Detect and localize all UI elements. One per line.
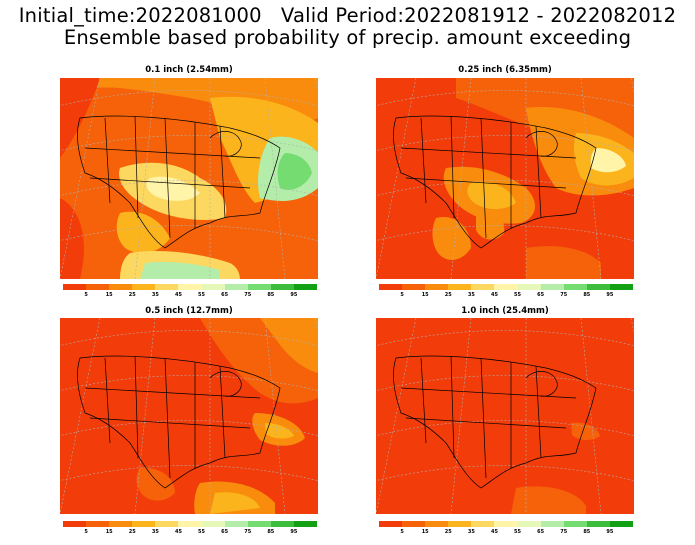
colorbar-segment (201, 284, 226, 290)
colorbar-segment (178, 521, 203, 527)
colorbar-tick-label: 45 (490, 529, 498, 535)
probability-map-3 (60, 318, 318, 514)
colorbar-segment (586, 284, 611, 290)
colorbar-tick-label: 65 (537, 292, 545, 298)
colorbar-segment (540, 521, 565, 527)
colorbar-tick-label: 75 (244, 292, 252, 298)
probability-map-2 (376, 78, 634, 279)
probability-map-4 (376, 318, 634, 514)
colorbar-tick-label: 85 (267, 529, 275, 535)
colorbar-tick-label: 55 (198, 292, 206, 298)
colorbar-tick-label: 65 (221, 529, 229, 535)
colorbar-segment (224, 284, 249, 290)
colorbar-segment (293, 284, 318, 290)
colorbar-tick-label: 15 (421, 529, 429, 535)
colorbar-4: 5 15 25 35 45 55 65 75 85 95 (379, 521, 634, 535)
time-info: Initial_time:2022081000 Valid Period:202… (18, 4, 677, 27)
colorbar-segment (247, 521, 272, 527)
colorbar-segment (563, 284, 588, 290)
colorbar-tick-label: 25 (444, 529, 452, 535)
panel-title-1: 0.1 inch (2.54mm) (145, 65, 233, 75)
colorbar-segment (471, 521, 495, 527)
colorbar-segment (448, 521, 472, 527)
colorbar-tick-label: 85 (267, 292, 275, 298)
colorbar-segment (270, 284, 295, 290)
colorbar-tick-label: 5 (400, 529, 404, 535)
colorbar-tick-label: 15 (105, 292, 113, 298)
colorbar-segment (109, 521, 133, 527)
colorbar-tick-label: 75 (560, 292, 568, 298)
colorbar-segment (517, 521, 542, 527)
colorbar-tick-label: 85 (583, 529, 591, 535)
colorbar-tick-label: 85 (583, 292, 591, 298)
colorbar-segment (609, 284, 634, 290)
colorbar-tick-label: 55 (514, 292, 522, 298)
colorbar-tick-label: 35 (151, 292, 159, 298)
colorbar-tick-label: 95 (606, 292, 614, 298)
colorbar-segment (155, 521, 179, 527)
colorbar-segment (540, 284, 565, 290)
colorbar-segment (586, 521, 611, 527)
colorbar-tick-label: 35 (467, 529, 475, 535)
colorbar-segment (293, 521, 318, 527)
panel-title-3: 0.5 inch (12.7mm) (145, 306, 233, 316)
colorbar-segment (201, 521, 226, 527)
colorbar-segment (109, 284, 133, 290)
figure-subtitle: Ensemble based probability of precip. am… (63, 26, 632, 49)
colorbar-tick-label: 5 (84, 292, 88, 298)
colorbar-tick-label: 55 (198, 529, 206, 535)
colorbar-2: 5 15 25 35 45 55 65 75 85 95 (379, 284, 634, 298)
colorbar-tick-label: 35 (151, 529, 159, 535)
colorbar-tick-label: 65 (221, 292, 229, 298)
colorbar-tick-label: 65 (537, 529, 545, 535)
colorbar-segment (270, 521, 295, 527)
colorbar-segment (494, 284, 519, 290)
colorbar-tick-label: 45 (490, 292, 498, 298)
colorbar-segment (63, 521, 87, 527)
colorbar-segment (155, 284, 179, 290)
colorbar-segment (609, 521, 634, 527)
colorbar-tick-label: 45 (174, 292, 182, 298)
colorbar-segment (178, 284, 203, 290)
colorbar-segment (86, 521, 110, 527)
colorbar-segment (402, 284, 426, 290)
colorbar-segment (132, 284, 156, 290)
colorbar-1: 5 15 25 35 45 55 65 75 85 95 (63, 284, 318, 298)
colorbar-tick-label: 15 (105, 529, 113, 535)
colorbar-tick-label: 95 (290, 292, 298, 298)
colorbar-tick-label: 25 (444, 292, 452, 298)
colorbar-segment (379, 521, 403, 527)
colorbar-tick-label: 55 (514, 529, 522, 535)
colorbar-tick-label: 45 (174, 529, 182, 535)
colorbar-tick-label: 5 (400, 292, 404, 298)
colorbar-segment (224, 521, 249, 527)
colorbar-segment (425, 284, 449, 290)
colorbar-tick-label: 95 (606, 529, 614, 535)
colorbar-tick-label: 25 (128, 529, 136, 535)
colorbar-segment (402, 521, 426, 527)
colorbar-tick-label: 25 (128, 292, 136, 298)
panel-title-4: 1.0 inch (25.4mm) (461, 306, 549, 316)
colorbar-segment (63, 284, 87, 290)
colorbar-segment (494, 521, 519, 527)
colorbar-tick-label: 75 (244, 529, 252, 535)
colorbar-tick-label: 5 (84, 529, 88, 535)
colorbar-segment (425, 521, 449, 527)
colorbar-segment (448, 284, 472, 290)
colorbar-segment (379, 284, 403, 290)
colorbar-3: 5 15 25 35 45 55 65 75 85 95 (63, 521, 318, 535)
colorbar-segment (471, 284, 495, 290)
colorbar-segment (247, 284, 272, 290)
probability-map-1 (60, 78, 318, 279)
colorbar-tick-label: 95 (290, 529, 298, 535)
colorbar-tick-label: 35 (467, 292, 475, 298)
colorbar-segment (86, 284, 110, 290)
colorbar-segment (563, 521, 588, 527)
colorbar-segment (132, 521, 156, 527)
colorbar-segment (517, 284, 542, 290)
colorbar-tick-label: 15 (421, 292, 429, 298)
colorbar-tick-label: 75 (560, 529, 568, 535)
panel-title-2: 0.25 inch (6.35mm) (458, 65, 552, 75)
